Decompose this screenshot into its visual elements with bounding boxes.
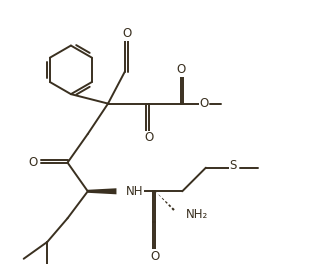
Text: O: O — [144, 131, 153, 144]
Polygon shape — [171, 207, 175, 211]
Text: NH₂: NH₂ — [186, 208, 209, 222]
Polygon shape — [165, 201, 168, 204]
Polygon shape — [88, 188, 116, 194]
Text: O: O — [122, 27, 131, 40]
Text: O: O — [200, 97, 209, 110]
Polygon shape — [155, 191, 157, 193]
Text: O: O — [151, 250, 160, 263]
Text: O: O — [176, 63, 185, 76]
Polygon shape — [168, 204, 171, 207]
Polygon shape — [158, 195, 161, 197]
Polygon shape — [162, 198, 164, 200]
Text: O: O — [29, 156, 38, 169]
Text: NH: NH — [126, 185, 143, 198]
Text: S: S — [229, 159, 237, 172]
